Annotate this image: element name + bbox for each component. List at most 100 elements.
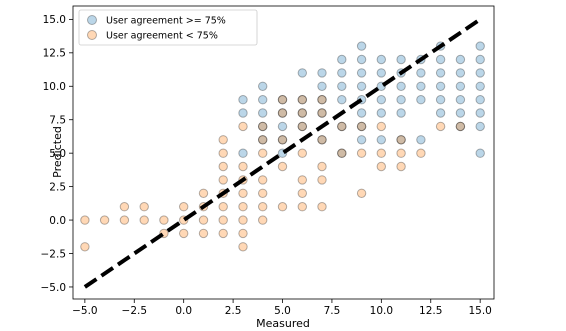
data-point-series-1-61 bbox=[356, 188, 367, 199]
legend-marker-high-agreement bbox=[87, 15, 97, 25]
data-point-series-0-36 bbox=[376, 54, 386, 65]
data-point-series-1-24 bbox=[238, 121, 248, 132]
data-point-series-1-33 bbox=[258, 135, 268, 145]
data-point-series-1-70 bbox=[455, 121, 466, 132]
data-point-series-1-41 bbox=[277, 135, 288, 145]
data-point-series-0-41 bbox=[376, 135, 386, 145]
data-point-series-0-47 bbox=[396, 135, 406, 145]
data-point-series-0-54 bbox=[435, 54, 446, 65]
data-point-series-0-13 bbox=[297, 68, 307, 78]
y-tick-label: −5.0 bbox=[41, 282, 67, 294]
data-point-series-1-22 bbox=[218, 215, 228, 225]
data-point-series-1-45 bbox=[297, 108, 307, 118]
data-point-series-1-68 bbox=[416, 148, 426, 158]
data-point-series-0-60 bbox=[455, 68, 466, 78]
data-point-series-1-12 bbox=[198, 188, 209, 199]
x-axis: −5.0 −2.5 0.0 2.5 5.0 7.5 10.0 12.5 15.0 bbox=[72, 299, 492, 317]
legend-box bbox=[78, 9, 258, 46]
data-point-series-0-62 bbox=[455, 95, 466, 105]
data-point-series-1-18 bbox=[218, 161, 228, 172]
data-point-series-1-27 bbox=[238, 188, 248, 199]
data-point-series-0-7 bbox=[258, 135, 268, 145]
data-point-series-0-37 bbox=[376, 68, 386, 78]
data-point-series-1-2 bbox=[99, 215, 110, 225]
data-point-series-0-10 bbox=[277, 121, 288, 132]
data-point-series-0-58 bbox=[435, 108, 446, 118]
data-point-series-0-59 bbox=[455, 54, 466, 65]
data-point-series-0-51 bbox=[416, 95, 426, 105]
data-point-series-1-19 bbox=[218, 175, 228, 185]
data-point-series-1-17 bbox=[218, 148, 228, 158]
data-point-series-1-67 bbox=[396, 161, 406, 172]
data-point-series-0-11 bbox=[277, 135, 288, 145]
x-tick-label: 15.0 bbox=[468, 305, 491, 317]
data-point-series-1-1 bbox=[80, 242, 90, 252]
data-point-series-1-51 bbox=[317, 95, 327, 105]
data-point-series-1-31 bbox=[238, 242, 248, 252]
data-point-series-0-50 bbox=[416, 81, 426, 92]
data-point-series-0-1 bbox=[238, 108, 248, 118]
data-point-series-1-44 bbox=[297, 95, 307, 105]
legend-label-low-agreement: User agreement < 75% bbox=[106, 31, 218, 42]
data-point-series-0-66 bbox=[475, 54, 485, 65]
y-tick-label: 5.0 bbox=[49, 148, 66, 160]
data-point-series-0-69 bbox=[475, 95, 485, 105]
data-point-series-0-6 bbox=[258, 121, 268, 132]
data-point-series-0-25 bbox=[337, 95, 347, 105]
data-point-series-1-62 bbox=[376, 121, 386, 132]
data-point-series-0-3 bbox=[258, 81, 268, 92]
y-tick-label: 10.0 bbox=[43, 81, 66, 93]
data-point-series-1-43 bbox=[277, 202, 288, 212]
data-point-series-0-26 bbox=[337, 121, 347, 132]
data-point-series-0-23 bbox=[337, 68, 347, 78]
data-point-series-1-66 bbox=[396, 148, 406, 158]
data-point-series-1-16 bbox=[218, 135, 228, 145]
data-point-series-1-25 bbox=[238, 161, 248, 172]
x-tick-label: −5.0 bbox=[72, 305, 98, 317]
y-tick-label: −2.5 bbox=[41, 248, 67, 260]
data-point-series-1-15 bbox=[198, 228, 209, 239]
data-point-series-1-42 bbox=[277, 161, 288, 172]
data-point-series-1-5 bbox=[139, 202, 149, 212]
data-point-series-1-9 bbox=[179, 202, 189, 212]
data-point-series-1-39 bbox=[277, 95, 288, 105]
plot-frame bbox=[72, 5, 495, 300]
data-point-series-1-14 bbox=[198, 215, 209, 225]
data-point-series-1-54 bbox=[317, 161, 327, 172]
data-point-series-0-72 bbox=[475, 148, 485, 158]
data-point-series-0-15 bbox=[297, 108, 307, 118]
data-point-series-0-67 bbox=[475, 68, 485, 78]
data-point-series-0-52 bbox=[416, 135, 426, 145]
data-point-series-0-21 bbox=[317, 135, 327, 145]
data-point-series-1-47 bbox=[297, 148, 307, 158]
data-point-series-1-23 bbox=[218, 228, 228, 239]
data-point-series-0-70 bbox=[475, 108, 485, 118]
x-axis-label: Measured bbox=[256, 317, 310, 330]
data-point-series-1-4 bbox=[119, 215, 130, 225]
data-point-series-0-16 bbox=[297, 121, 307, 132]
data-point-series-1-53 bbox=[317, 135, 327, 145]
data-point-series-0-40 bbox=[376, 108, 386, 118]
x-tick-label: −2.5 bbox=[122, 305, 148, 317]
data-point-series-0-33 bbox=[356, 108, 367, 118]
y-axis: −5.0 −2.5 0.0 2.5 5.0 7.5 10.0 12.5 15.0 bbox=[41, 14, 73, 294]
data-point-series-1-21 bbox=[218, 202, 228, 212]
data-point-series-0-4 bbox=[258, 95, 268, 105]
data-point-series-1-6 bbox=[139, 215, 149, 225]
data-point-series-0-30 bbox=[356, 68, 367, 78]
data-point-series-1-46 bbox=[297, 121, 307, 132]
data-point-series-1-69 bbox=[435, 121, 446, 132]
x-tick-label: 10.0 bbox=[370, 305, 393, 317]
y-tick-label: 0.0 bbox=[49, 215, 66, 227]
data-point-series-0-35 bbox=[356, 135, 367, 145]
data-point-series-0-61 bbox=[455, 81, 466, 92]
data-point-series-1-63 bbox=[376, 148, 386, 158]
data-point-series-1-40 bbox=[277, 108, 288, 118]
x-tick-label: 0.0 bbox=[175, 305, 192, 317]
legend-label-high-agreement: User agreement >= 75% bbox=[106, 16, 226, 27]
data-point-series-1-64 bbox=[376, 161, 386, 172]
legend: User agreement >= 75% User agreement < 7… bbox=[78, 9, 258, 46]
data-point-series-1-35 bbox=[258, 175, 268, 185]
y-tick-label: 15.0 bbox=[43, 14, 66, 26]
